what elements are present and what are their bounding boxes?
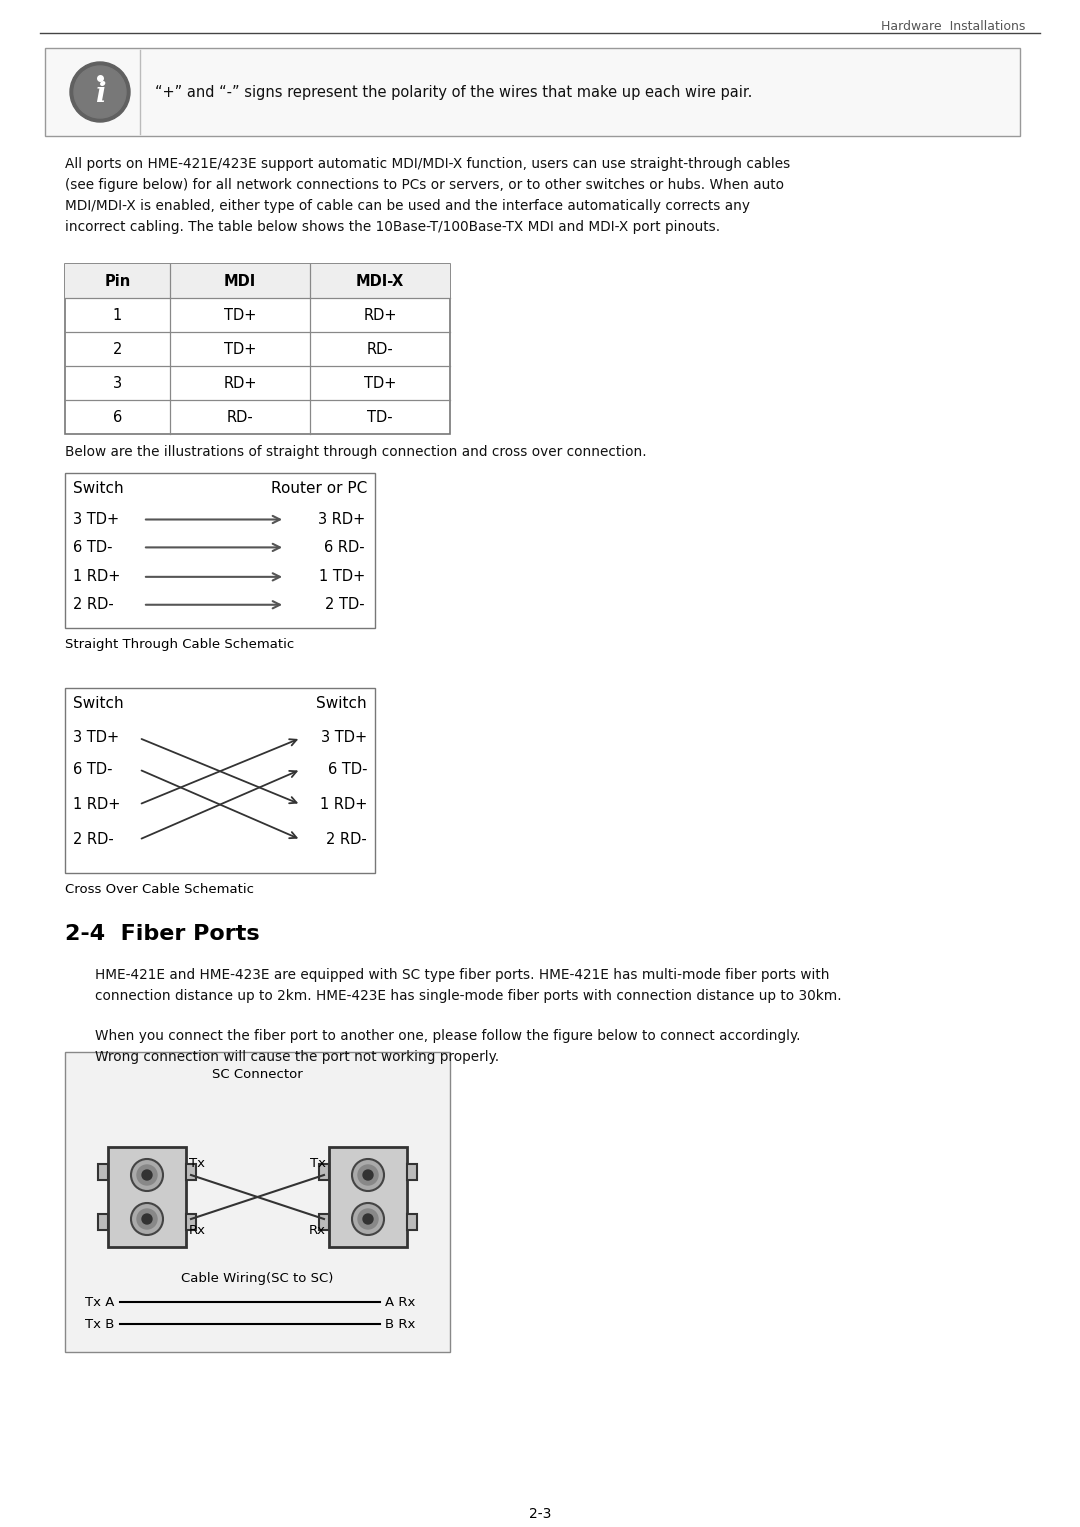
Circle shape bbox=[352, 1203, 384, 1235]
Text: “+” and “-” signs represent the polarity of the wires that make up each wire pai: “+” and “-” signs represent the polarity… bbox=[156, 84, 753, 99]
Circle shape bbox=[363, 1170, 373, 1180]
Text: Switch: Switch bbox=[316, 696, 367, 712]
Text: Tx: Tx bbox=[189, 1157, 205, 1170]
Text: MDI-X: MDI-X bbox=[356, 273, 404, 289]
Bar bbox=[45, 47, 1020, 136]
Text: TD+: TD+ bbox=[224, 342, 256, 356]
Text: Tx A: Tx A bbox=[85, 1295, 114, 1309]
Text: 2 TD-: 2 TD- bbox=[325, 597, 365, 612]
Circle shape bbox=[352, 1159, 384, 1191]
Circle shape bbox=[357, 1165, 378, 1185]
Text: Router or PC: Router or PC bbox=[271, 481, 367, 496]
Text: 2-3: 2-3 bbox=[529, 1507, 551, 1521]
Text: 2 RD-: 2 RD- bbox=[326, 832, 367, 847]
Circle shape bbox=[70, 63, 130, 122]
Text: B Rx: B Rx bbox=[384, 1318, 416, 1330]
Text: Below are the illustrations of straight through connection and cross over connec: Below are the illustrations of straight … bbox=[65, 444, 647, 460]
Text: RD-: RD- bbox=[227, 409, 254, 425]
Text: 3 RD+: 3 RD+ bbox=[318, 512, 365, 527]
Text: All ports on HME-421E/423E support automatic MDI/MDI-X function, users can use s: All ports on HME-421E/423E support autom… bbox=[65, 157, 791, 235]
Bar bbox=[186, 1164, 195, 1180]
Text: 6: 6 bbox=[113, 409, 122, 425]
Circle shape bbox=[141, 1214, 152, 1225]
Text: Tx: Tx bbox=[310, 1157, 326, 1170]
Bar bbox=[108, 1147, 186, 1248]
Text: 1 RD+: 1 RD+ bbox=[73, 570, 120, 585]
Text: 6 TD-: 6 TD- bbox=[73, 762, 112, 777]
Text: RD+: RD+ bbox=[224, 376, 257, 391]
Bar bbox=[65, 473, 375, 628]
Text: Pin: Pin bbox=[105, 273, 131, 289]
Bar bbox=[98, 1164, 108, 1180]
Bar bbox=[407, 1164, 417, 1180]
Text: Rx: Rx bbox=[309, 1225, 326, 1237]
Text: Tx B: Tx B bbox=[85, 1318, 114, 1330]
Text: Cable Wiring(SC to SC): Cable Wiring(SC to SC) bbox=[181, 1272, 334, 1286]
Bar bbox=[65, 1052, 450, 1351]
Bar bbox=[65, 264, 450, 298]
Text: 3 TD+: 3 TD+ bbox=[321, 730, 367, 745]
Text: 2 RD-: 2 RD- bbox=[73, 832, 113, 847]
Text: 1 RD+: 1 RD+ bbox=[320, 797, 367, 812]
Text: A Rx: A Rx bbox=[384, 1295, 416, 1309]
Text: 2 RD-: 2 RD- bbox=[73, 597, 113, 612]
Text: MDI: MDI bbox=[224, 273, 256, 289]
Bar bbox=[319, 1214, 329, 1231]
Text: 1 TD+: 1 TD+ bbox=[319, 570, 365, 585]
Bar bbox=[65, 264, 450, 434]
Text: i: i bbox=[95, 81, 105, 107]
Text: 6 RD-: 6 RD- bbox=[324, 541, 365, 554]
Text: 1: 1 bbox=[113, 307, 122, 322]
Text: Switch: Switch bbox=[73, 481, 123, 496]
Bar bbox=[186, 1214, 195, 1231]
Bar bbox=[329, 1147, 407, 1248]
Circle shape bbox=[141, 1170, 152, 1180]
Text: RD-: RD- bbox=[366, 342, 393, 356]
Text: 3 TD+: 3 TD+ bbox=[73, 730, 119, 745]
Bar bbox=[319, 1164, 329, 1180]
Circle shape bbox=[363, 1214, 373, 1225]
Text: TD+: TD+ bbox=[364, 376, 396, 391]
Bar bbox=[98, 1214, 108, 1231]
Text: 3: 3 bbox=[113, 376, 122, 391]
Text: When you connect the fiber port to another one, please follow the figure below t: When you connect the fiber port to anoth… bbox=[95, 1029, 800, 1064]
Circle shape bbox=[131, 1203, 163, 1235]
Circle shape bbox=[131, 1159, 163, 1191]
Circle shape bbox=[357, 1209, 378, 1229]
Text: Switch: Switch bbox=[73, 696, 123, 712]
Text: Straight Through Cable Schematic: Straight Through Cable Schematic bbox=[65, 638, 294, 651]
Text: TD+: TD+ bbox=[224, 307, 256, 322]
Circle shape bbox=[137, 1209, 157, 1229]
Bar bbox=[407, 1214, 417, 1231]
Text: 1 RD+: 1 RD+ bbox=[73, 797, 120, 812]
Text: RD+: RD+ bbox=[363, 307, 396, 322]
Circle shape bbox=[137, 1165, 157, 1185]
Text: Rx: Rx bbox=[189, 1225, 206, 1237]
Text: 6 TD-: 6 TD- bbox=[73, 541, 112, 554]
Text: Hardware  Installations: Hardware Installations bbox=[880, 20, 1025, 34]
Text: 6 TD-: 6 TD- bbox=[327, 762, 367, 777]
Text: TD-: TD- bbox=[367, 409, 393, 425]
Text: 2: 2 bbox=[112, 342, 122, 356]
Text: 2-4  Fiber Ports: 2-4 Fiber Ports bbox=[65, 924, 259, 944]
Text: Cross Over Cable Schematic: Cross Over Cable Schematic bbox=[65, 883, 254, 896]
Bar bbox=[65, 689, 375, 873]
Circle shape bbox=[75, 66, 126, 118]
Text: 3 TD+: 3 TD+ bbox=[73, 512, 119, 527]
Text: SC Connector: SC Connector bbox=[212, 1067, 302, 1081]
Text: HME-421E and HME-423E are equipped with SC type fiber ports. HME-421E has multi-: HME-421E and HME-423E are equipped with … bbox=[95, 968, 841, 1003]
